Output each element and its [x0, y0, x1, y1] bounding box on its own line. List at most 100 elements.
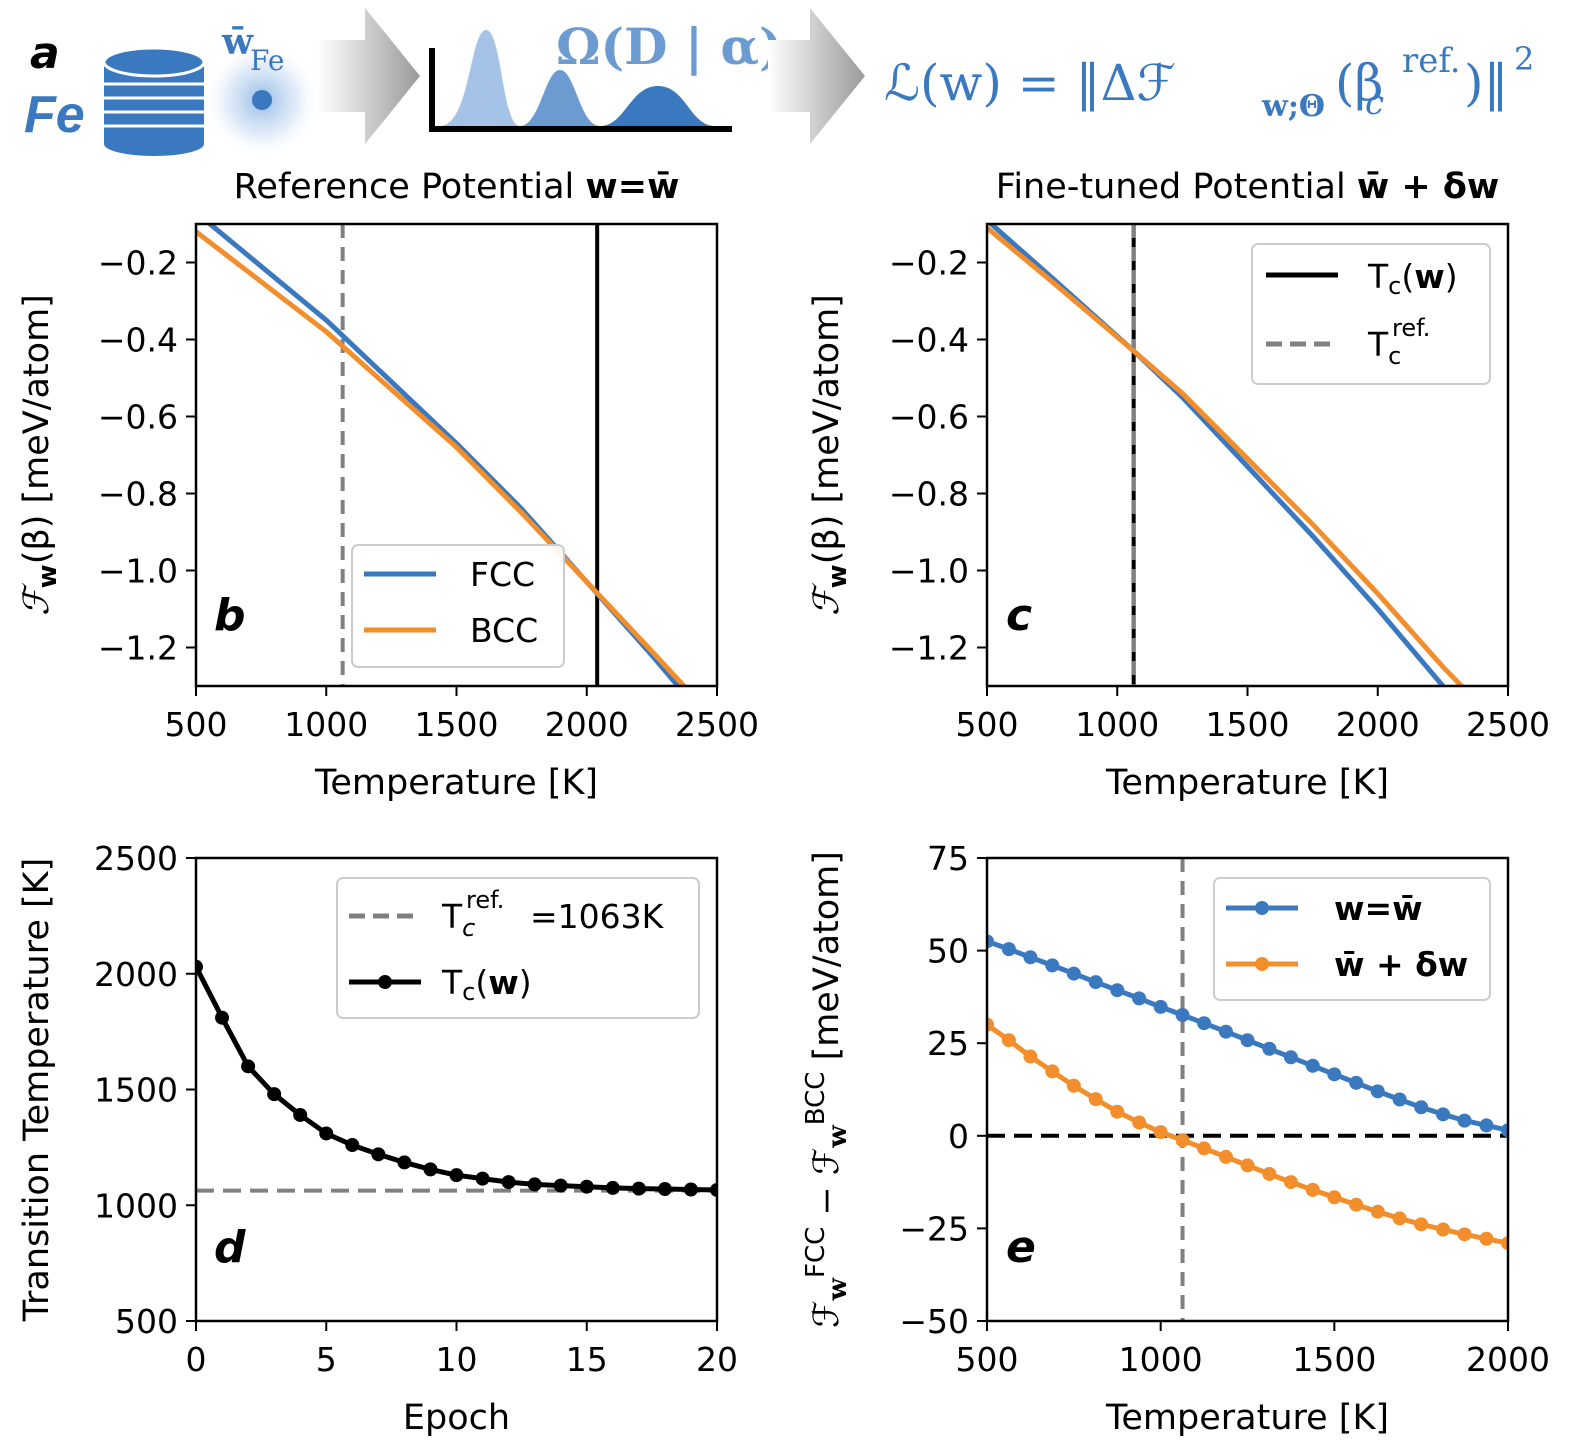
x-tick-label-b-1: 1000	[284, 705, 368, 744]
element-label: Fe	[24, 86, 85, 144]
series-e-0	[987, 934, 1508, 1138]
loss-formula: ℒ(w) = ‖Δℱ (β w;Θ ref. c )‖ 2	[884, 40, 1534, 124]
data-point-e-0-20	[1414, 1100, 1429, 1115]
panel-label-c: c	[1006, 590, 1032, 641]
y-axis-label-text-c: ℱw(β) [meV/atom]	[807, 294, 853, 616]
y-tick-label-e-1: 50	[927, 932, 969, 971]
x-tick-label-e-0: 500	[956, 1340, 1019, 1379]
chart-b: 500 1000 1500 2000 2500 −0.2 −0.4 −0.6 −0.8 −1.0 −…	[17, 167, 759, 803]
data-point-d-0-18	[657, 1182, 672, 1197]
data-point-e-1-8	[1153, 1125, 1168, 1140]
data-point-d-0-11	[475, 1171, 490, 1186]
data-point-d-0-4	[293, 1107, 308, 1122]
x-tick-label-e-3: 2000	[1466, 1340, 1550, 1379]
data-point-e-1-4	[1066, 1078, 1081, 1093]
charts: 500 1000 1500 2000 2500−0.2−0.4−0.6−0.8−1.0−…	[17, 167, 1550, 1438]
data-point-d-0-9	[423, 1162, 438, 1177]
axes-frame-e	[985, 856, 1510, 1323]
y-tick-label-c-2: −0.6	[889, 398, 969, 437]
data-point-e-0-22	[1457, 1113, 1472, 1128]
data-point-e-0-21	[1436, 1107, 1451, 1122]
data-point-e-0-8	[1153, 999, 1168, 1014]
loss-formula-lhs: ℒ(w) = ‖Δℱ	[884, 54, 1176, 112]
y-tick-label-b-1: −0.4	[98, 321, 178, 360]
data-point-d-0-3	[267, 1087, 282, 1102]
arrow-right-icon-2	[768, 8, 865, 144]
distribution-icon	[429, 30, 732, 132]
data-point-e-1-11	[1218, 1149, 1233, 1164]
legend-b-bcc-label: BCC	[470, 611, 538, 650]
y-axis-label-text-d: Transition Temperature [K]	[17, 858, 57, 1322]
data-point-e-0-0	[987, 934, 994, 949]
data-point-e-0-18	[1370, 1084, 1385, 1099]
y-tick-label-c-1: −0.4	[889, 321, 969, 360]
data-point-e-0-10	[1197, 1016, 1212, 1031]
y-tick-label-c-5: −1.2	[889, 629, 969, 668]
panel-label-b: b	[214, 590, 246, 641]
data-point-e-1-19	[1392, 1211, 1407, 1226]
legend-d-tc-label: Tc(w)	[441, 963, 532, 1006]
data-point-d-0-14	[553, 1178, 568, 1193]
x-axis-label-c: Temperature [K]	[1105, 763, 1389, 803]
y-tick-label-b-4: −1.0	[98, 552, 178, 591]
data-point-d-0-1	[215, 1010, 230, 1025]
data-point-d-0-13	[527, 1177, 542, 1192]
panel-label-e: e	[1006, 1222, 1036, 1273]
x-tick-label-b-0: 500	[165, 705, 228, 744]
data-point-d-0-7	[371, 1147, 386, 1162]
series-e-1	[987, 1017, 1508, 1251]
y-tick-label-b-0: −0.2	[98, 244, 178, 283]
y-tick-label-c-0: −0.2	[889, 244, 969, 283]
data-point-e-1-2	[1023, 1049, 1038, 1064]
x-axis-label-e: Temperature [K]	[1105, 1398, 1389, 1438]
series-line-b-1	[196, 229, 688, 686]
series-c-1	[987, 225, 1465, 686]
y-tick-label-b-5: −1.2	[98, 629, 178, 668]
chart-title-c: Fine-tuned Potential w̄ + δw	[996, 167, 1500, 207]
omega-formula: Ω(D | α)	[556, 17, 783, 77]
x-tick-label-d-3: 15	[566, 1340, 608, 1379]
data-point-e-0-11	[1218, 1024, 1233, 1039]
chart-c: 500 1000 1500 2000 2500 −0.2 −0.4 −0.6 −0.8 −1.0 −…	[807, 167, 1550, 803]
plot-area-d	[196, 959, 717, 1197]
series-line-c-1	[987, 225, 1465, 686]
panel-a: a Fe w̄ Fe Ω(D | α) ℒ(w) = ‖Δℱ	[24, 8, 1534, 158]
y-axis-label-text-b: ℱw(β) [meV/atom]	[17, 294, 63, 616]
legend-e-ft-label: w̄ + δw	[1334, 945, 1468, 984]
data-point-d-0-20	[710, 1182, 717, 1197]
data-point-e-0-9	[1175, 1008, 1190, 1023]
y-axis-label-e: ℱwFCC − ℱwBCC [meV/atom]	[801, 851, 853, 1328]
data-point-d-0-10	[449, 1168, 464, 1183]
data-point-e-1-18	[1370, 1204, 1385, 1219]
data-point-e-0-2	[1023, 950, 1038, 965]
data-point-e-0-13	[1262, 1041, 1277, 1056]
data-point-e-0-14	[1283, 1050, 1298, 1065]
data-point-e-0-4	[1066, 966, 1081, 981]
data-point-e-1-17	[1349, 1197, 1364, 1212]
y-tick-label-b-2: −0.6	[98, 398, 178, 437]
y-tick-label-c-3: −0.8	[889, 475, 969, 514]
data-point-d-0-19	[683, 1182, 698, 1197]
legend-c-ref-label: Tcref.	[1367, 314, 1430, 370]
database-icon	[102, 46, 206, 156]
series-d-0	[196, 959, 717, 1197]
data-point-e-1-9	[1175, 1133, 1190, 1148]
w-bar-label: w̄	[221, 21, 254, 63]
data-point-e-0-16	[1327, 1067, 1342, 1082]
legend-e-ref-line-marker	[1255, 901, 1269, 915]
legend-d	[336, 877, 700, 1019]
chart-e: 500 1000 1500 2000 75 50 25 0 −25 −50 Temperature …	[801, 839, 1550, 1438]
y-tick-label-e-3: 0	[948, 1117, 969, 1156]
plot-area-b	[196, 224, 688, 686]
loss-formula-sub: w;Θ	[1261, 89, 1325, 124]
data-point-e-0-1	[1001, 942, 1016, 957]
data-point-e-1-7	[1132, 1115, 1147, 1130]
svg-text:c: c	[1365, 83, 1384, 123]
y-axis-label-c: ℱw(β) [meV/atom]	[807, 294, 853, 616]
data-point-d-0-17	[631, 1181, 646, 1196]
data-point-e-1-15	[1305, 1182, 1320, 1197]
data-point-e-1-5	[1088, 1092, 1103, 1107]
y-tick-label-e-4: −25	[899, 1209, 969, 1248]
y-tick-label-d-0: 500	[115, 1302, 178, 1341]
